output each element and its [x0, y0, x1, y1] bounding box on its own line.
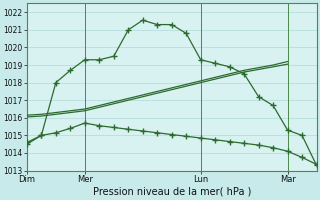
X-axis label: Pression niveau de la mer( hPa ): Pression niveau de la mer( hPa )	[92, 187, 251, 197]
